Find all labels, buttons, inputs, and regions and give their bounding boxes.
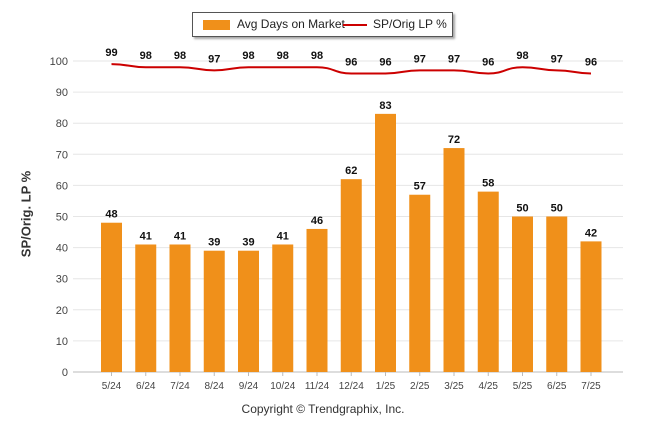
line-value-label: 98 xyxy=(277,50,289,62)
bar-value-label: 62 xyxy=(345,165,357,177)
bar-value-label: 39 xyxy=(242,237,254,249)
line-value-label: 97 xyxy=(551,53,563,65)
bar xyxy=(512,216,533,372)
y-tick-label: 30 xyxy=(56,274,68,286)
line-value-label: 96 xyxy=(379,56,391,68)
x-tick-label: 10/24 xyxy=(270,381,295,392)
bar-value-label: 46 xyxy=(311,215,323,227)
bar-value-label: 39 xyxy=(208,237,220,249)
y-axis-label: SP/Orig. LP % xyxy=(18,170,34,258)
bar-labels: 48 41 41 39 39 41 46 62 83 57 72 58 50 50 42 xyxy=(105,100,597,249)
bar-value-label: 72 xyxy=(448,134,460,146)
bar xyxy=(580,241,602,372)
y-tick-label: 50 xyxy=(56,212,68,224)
legend-swatch-bar xyxy=(203,20,230,30)
bar-value-label: 48 xyxy=(105,209,117,221)
x-tick-label: 7/25 xyxy=(581,381,601,392)
bar xyxy=(340,179,362,372)
line-value-label: 98 xyxy=(242,50,254,62)
x-tick-label: 5/24 xyxy=(102,381,122,392)
bars xyxy=(101,113,602,373)
bar xyxy=(477,191,499,372)
x-tick-label: 6/25 xyxy=(547,381,567,392)
y-tick-label: 60 xyxy=(56,180,68,192)
copyright-text: Copyright © Trendgraphix, Inc. xyxy=(241,402,405,416)
bar xyxy=(169,244,191,372)
line-value-label: 98 xyxy=(311,50,323,62)
line-value-label: 98 xyxy=(174,50,186,62)
bar-value-label: 41 xyxy=(140,230,152,242)
x-tick-label: 5/25 xyxy=(513,381,533,392)
x-tick-label: 7/24 xyxy=(170,381,190,392)
y-tick-label: 0 xyxy=(62,367,68,379)
y-tick-label: 70 xyxy=(56,149,68,161)
bar xyxy=(306,228,328,372)
line-value-label: 97 xyxy=(208,53,220,65)
legend-label-bar: Avg Days on Market xyxy=(237,17,345,31)
bar xyxy=(135,244,157,372)
x-tick-label: 3/25 xyxy=(444,381,464,392)
bar-value-label: 57 xyxy=(414,181,426,193)
y-axis: 0 10 20 30 40 50 60 70 80 90 100 xyxy=(50,56,68,379)
x-tick-label: 1/25 xyxy=(376,381,396,392)
bar xyxy=(375,113,396,373)
bar-value-label: 58 xyxy=(482,178,494,190)
bar-value-label: 41 xyxy=(174,230,186,242)
bar-value-label: 50 xyxy=(551,203,563,215)
y-tick-label: 90 xyxy=(56,87,68,99)
sp-orig-lp-line xyxy=(111,63,592,75)
x-tick-label: 11/24 xyxy=(305,381,330,392)
x-tick-label: 9/24 xyxy=(239,381,259,392)
line-labels: 99 98 98 97 98 98 98 96 96 97 97 96 98 97 96 xyxy=(105,47,597,68)
y-tick-label: 10 xyxy=(56,336,68,348)
bar xyxy=(238,250,259,372)
line-value-label: 96 xyxy=(482,56,494,68)
y-tick-label: 80 xyxy=(56,118,68,130)
line-value-label: 97 xyxy=(448,53,460,65)
line-value-label: 98 xyxy=(516,50,528,62)
x-tick-label: 6/24 xyxy=(136,381,156,392)
line-value-label: 96 xyxy=(585,56,597,68)
bar xyxy=(203,250,225,372)
y-tick-label: 100 xyxy=(50,56,68,68)
legend-label-line: SP/Orig LP % xyxy=(373,17,447,31)
bar xyxy=(409,194,431,372)
legend-swatch-line xyxy=(343,24,367,26)
x-tick-label: 4/25 xyxy=(479,381,499,392)
bar xyxy=(101,222,122,372)
line-value-label: 97 xyxy=(414,53,426,65)
x-axis: 5/24 6/24 7/24 8/24 9/24 10/24 11/24 12/24 1/25 2… xyxy=(102,372,601,392)
bar-value-label: 50 xyxy=(516,203,528,215)
bar xyxy=(443,148,465,372)
legend: Avg Days on Market SP/Orig LP % xyxy=(192,12,453,37)
line-value-label: 99 xyxy=(105,47,117,59)
y-tick-label: 40 xyxy=(56,243,68,255)
x-tick-label: 8/24 xyxy=(205,381,225,392)
line-value-label: 98 xyxy=(140,50,152,62)
line-series xyxy=(111,63,592,75)
bar-value-label: 41 xyxy=(277,230,289,242)
y-tick-label: 20 xyxy=(56,305,68,317)
bar xyxy=(546,216,568,372)
x-tick-label: 12/24 xyxy=(339,381,364,392)
bar-value-label: 42 xyxy=(585,227,597,239)
bar xyxy=(272,244,294,372)
x-tick-label: 2/25 xyxy=(410,381,430,392)
line-value-label: 96 xyxy=(345,56,357,68)
bar-value-label: 83 xyxy=(379,100,391,112)
